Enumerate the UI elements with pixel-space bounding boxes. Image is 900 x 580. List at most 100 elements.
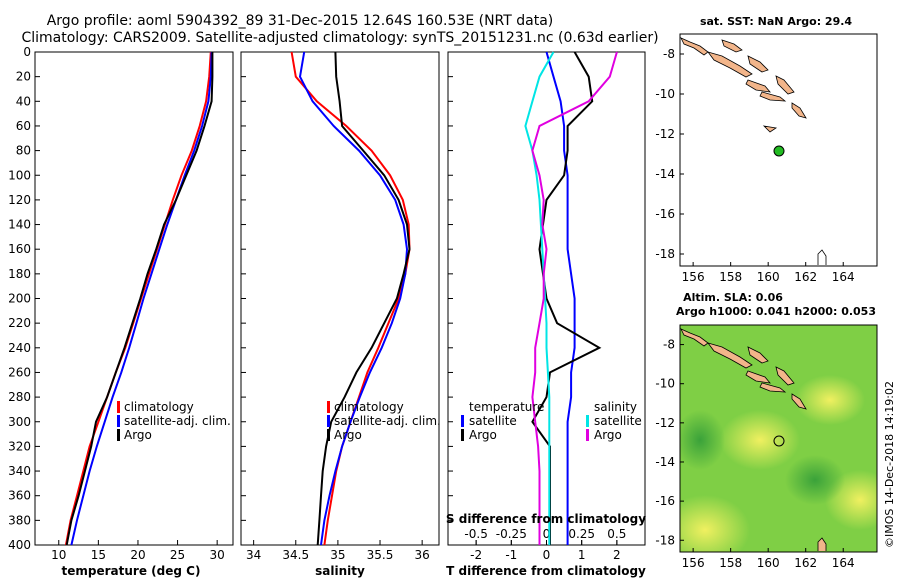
y-tick-label: 300 [8,415,31,429]
y-tick-label: 40 [16,94,31,108]
y-tick-label: 360 [8,489,31,503]
map-x-tick-label: 164 [832,270,855,284]
x-tick-label: -1 [505,548,517,562]
x-tick-label: 30 [210,548,225,562]
map-y-tick-label: -14 [655,455,675,469]
x-tick-label: 25 [170,548,185,562]
y-tick-label: 160 [8,242,31,256]
y-tick-label: 60 [16,119,31,133]
legend-swatch-s-satellite [586,415,589,427]
difference-x-ticks: -2 -1 0 1 2 [470,540,621,562]
series-argo [316,51,411,546]
series-argo [65,52,214,546]
series-salinity-argo [531,51,618,545]
legend-swatch-t-argo [461,429,464,441]
map-y-tick-label: -10 [655,87,675,101]
depth-axis: 0 20 40 60 80 100 120 140 160 180 200 220 240 260 280 3… [8,45,453,552]
island-shape [791,393,807,410]
x-tick-label: 0.25 [568,527,595,541]
legend-climatology: climatology [334,400,404,414]
temperature-legend: climatology satellite-adj. clim. Argo [117,400,231,442]
island-shape [759,382,787,393]
island-shape [747,346,769,364]
map-top-title: sat. SST: NaN Argo: 29.4 [700,15,852,28]
y-tick-label: 120 [8,193,31,207]
legend-s-satellite: satellite [594,414,642,428]
legend-swatch-climatology [117,401,120,413]
y-tick-label: 20 [16,70,31,84]
difference-xlabel: T difference from climatology [446,564,646,578]
y-tick-label: 260 [8,365,31,379]
island-shape [759,91,787,102]
legend-argo: Argo [334,428,362,442]
map-x-tick-label: 156 [682,270,705,284]
legend-swatch-satellite [327,415,330,427]
temperature-lines [64,51,214,546]
x-tick-label: 34 [246,548,261,562]
y-tick-label: 220 [8,316,31,330]
island-shape [745,79,771,93]
y-tick-label: 80 [16,144,31,158]
sla-low-patch [785,455,845,505]
coast-shape [817,249,827,265]
map-bottom-frame [679,324,878,553]
island-shape [706,51,753,78]
map-top-axes: 156 158 160 162 164 -8 -10 -12 -14 -16 -18 [655,47,854,284]
legend-swatch-climatology [327,401,330,413]
x-tick-label: 0 [543,548,551,562]
island-shape [680,328,709,347]
y-tick-label: 180 [8,267,31,281]
x-tick-label: -0.25 [496,527,527,541]
sla-high-patch [795,375,865,425]
salinity-xlabel: salinity [315,564,365,578]
legend-swatch-t-satellite [461,415,464,427]
x-tick-label: -0.5 [464,527,487,541]
x-tick-label: 10 [51,548,66,562]
x-tick-label: 34.5 [282,548,309,562]
temperature-xlabel: temperature (deg C) [62,564,201,578]
y-tick-label: 0 [23,45,31,59]
y-tick-label: 280 [8,390,31,404]
map-y-tick-label: -16 [655,207,675,221]
map-y-tick-label: -18 [655,247,675,261]
legend-swatch-s-argo [586,429,589,441]
series-climatology [64,51,212,546]
y-tick-label: 100 [8,168,31,182]
x-tick-label: 0 [543,527,551,541]
float-location-marker [773,145,785,157]
map-bottom-axes: 156 158 160 162 164 -8 -10 -12 -14 -16 -18 [655,338,854,570]
map-x-tick-label: 160 [757,270,780,284]
map-top [679,33,878,267]
legend-temperature-title: temperature [469,400,544,414]
island-shape [775,366,795,386]
series-temperature-argo [531,51,602,545]
imos-watermark: ©IMOS 14-Dec-2018 14:19:02 [883,381,896,548]
y-tick-label: 240 [8,341,31,355]
s-difference-x-ticks: -0.5 -0.25 0 0.25 0.5 [464,527,626,545]
x-tick-label: 35 [330,548,345,562]
title-line-1: Argo profile: aoml 5904392_89 31-Dec-201… [47,13,554,29]
island-shape [706,342,753,369]
x-tick-label: 20 [130,548,145,562]
float-location-marker [773,435,785,447]
x-tick-label: -2 [470,548,482,562]
x-tick-label: 35.5 [367,548,394,562]
island-shape [747,55,769,73]
sla-low-patch [680,410,725,470]
map-y-tick-label: -18 [655,533,675,547]
map-x-tick-label: 162 [794,270,817,284]
map-y-tick-label: -14 [655,167,675,181]
legend-t-argo: Argo [469,428,497,442]
legend-salinity-title: salinity [594,400,637,414]
coast-shape [817,537,827,551]
series-climatology [290,51,411,546]
legend-satellite: satellite-adj. clim. [124,414,231,428]
legend-climatology: climatology [124,400,194,414]
map-y-tick-label: -8 [663,47,675,61]
map-bottom [679,324,878,553]
island-shape [680,37,709,56]
x-tick-label: 0.5 [607,527,626,541]
legend-swatch-satellite [117,415,120,427]
sla-high-patch [680,495,750,552]
